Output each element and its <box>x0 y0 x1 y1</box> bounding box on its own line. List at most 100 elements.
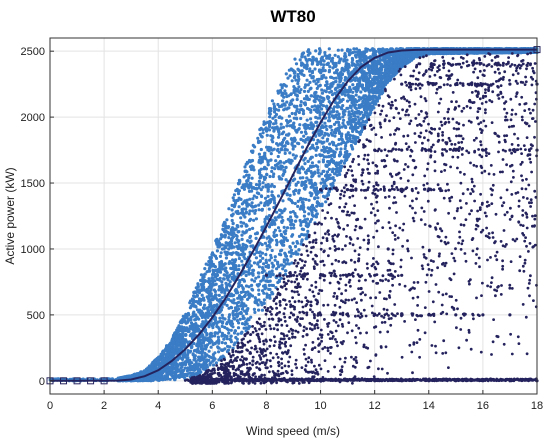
normal-point <box>203 267 207 271</box>
normal-point <box>351 90 355 94</box>
normal-point <box>215 321 219 326</box>
normal-point <box>235 304 240 308</box>
normal-point <box>240 259 244 263</box>
normal-point <box>313 170 317 174</box>
normal-point <box>314 182 318 187</box>
normal-point <box>327 47 331 51</box>
normal-point <box>201 306 206 310</box>
normal-point <box>314 58 318 62</box>
normal-point <box>301 227 306 232</box>
normal-point <box>283 207 287 211</box>
normal-point <box>294 128 298 132</box>
chart-title: WT80 <box>270 7 315 26</box>
normal-point <box>303 210 307 214</box>
normal-point <box>277 208 282 212</box>
normal-point <box>282 108 286 112</box>
normal-point <box>282 258 286 262</box>
normal-point <box>319 172 324 176</box>
normal-point <box>265 172 269 176</box>
normal-point <box>245 229 249 233</box>
normal-point <box>265 145 269 149</box>
normal-point <box>268 258 272 262</box>
normal-point <box>329 75 334 79</box>
normal-point <box>224 226 228 230</box>
normal-point <box>327 115 331 119</box>
normal-point <box>237 196 241 200</box>
normal-point <box>331 176 335 180</box>
normal-point <box>322 169 326 173</box>
normal-point <box>341 104 345 108</box>
normal-point <box>290 141 294 145</box>
normal-point <box>214 361 218 365</box>
normal-point <box>272 196 276 200</box>
normal-point <box>272 102 276 106</box>
normal-point <box>225 218 229 222</box>
normal-point <box>300 239 304 243</box>
normal-point <box>210 310 214 314</box>
normal-point <box>240 297 244 301</box>
normal-point <box>186 349 190 353</box>
normal-point <box>275 125 279 129</box>
normal-point <box>185 369 189 373</box>
normal-point <box>232 298 236 302</box>
normal-point <box>290 111 294 116</box>
normal-point <box>259 147 263 152</box>
normal-point <box>211 323 215 327</box>
normal-point <box>323 89 327 93</box>
normal-point <box>354 66 359 70</box>
normal-point <box>285 100 289 104</box>
normal-point <box>237 256 241 261</box>
normal-point <box>298 176 302 180</box>
normal-point <box>322 155 326 159</box>
normal-point <box>332 130 336 135</box>
normal-point <box>261 256 265 260</box>
normal-point <box>251 197 255 201</box>
normal-point <box>282 130 286 134</box>
normal-point <box>262 301 266 305</box>
normal-point <box>306 53 310 57</box>
normal-point <box>223 291 227 295</box>
normal-point <box>269 253 273 257</box>
normal-point <box>272 198 276 202</box>
normal-point <box>230 208 234 212</box>
normal-point <box>236 291 240 295</box>
normal-point <box>276 194 281 198</box>
normal-point <box>327 112 331 116</box>
normal-point <box>309 117 313 121</box>
normal-point <box>181 331 185 335</box>
normal-point <box>322 145 326 149</box>
normal-point <box>280 211 284 215</box>
normal-point <box>288 119 292 123</box>
normal-point <box>322 97 326 102</box>
normal-point <box>336 55 340 59</box>
normal-point <box>297 85 301 89</box>
normal-point <box>309 155 313 159</box>
normal-point <box>201 333 205 337</box>
normal-point <box>287 94 291 98</box>
normal-point <box>330 133 335 137</box>
normal-point <box>328 119 332 123</box>
normal-point <box>302 89 307 93</box>
normal-point <box>277 150 281 154</box>
normal-point <box>261 185 265 189</box>
normal-point <box>250 201 254 205</box>
normal-point <box>292 192 296 196</box>
normal-point <box>289 92 293 96</box>
normal-point <box>244 207 248 211</box>
normal-point <box>254 276 258 280</box>
normal-point <box>346 99 350 103</box>
normal-point <box>267 283 271 287</box>
normal-point <box>263 121 267 126</box>
normal-point <box>303 183 307 187</box>
normal-point <box>271 116 275 120</box>
normal-point <box>231 258 235 262</box>
normal-point <box>330 140 334 144</box>
normal-point <box>276 165 280 169</box>
normal-point <box>314 115 318 119</box>
normal-point <box>213 334 217 338</box>
normal-point <box>329 59 333 63</box>
normal-point <box>339 57 343 61</box>
normal-point <box>249 167 253 171</box>
normal-point <box>321 125 325 129</box>
normal-point <box>302 214 306 218</box>
